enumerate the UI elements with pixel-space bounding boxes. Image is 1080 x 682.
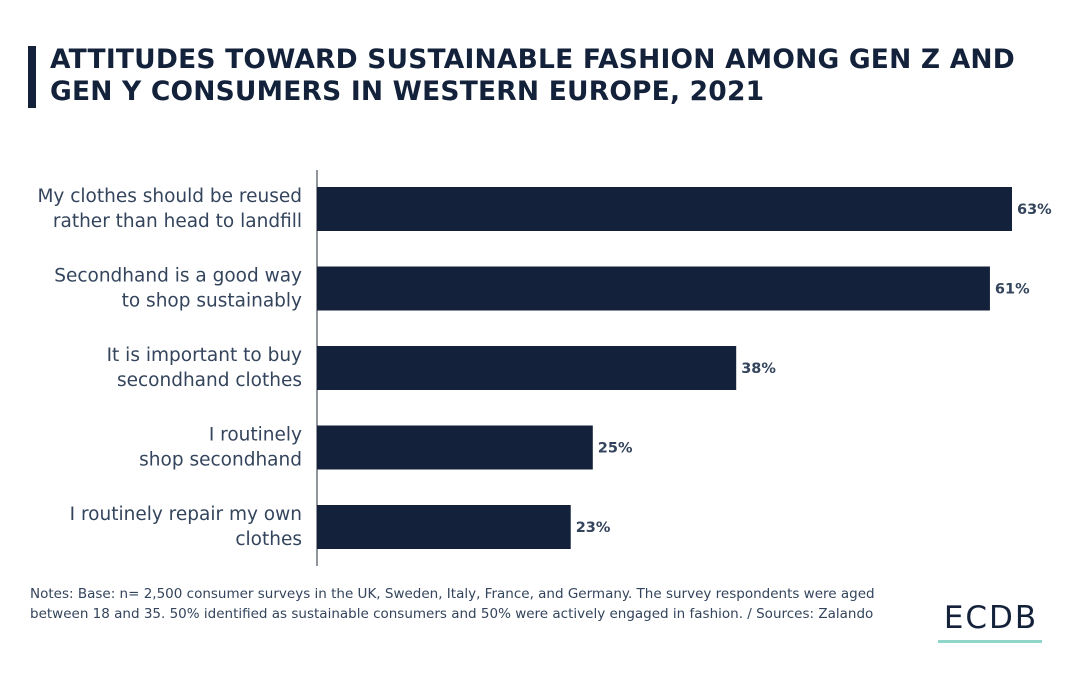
- category-label-3: It is important to buy secondhand clothes: [107, 345, 302, 391]
- category-label-2: Secondhand is a good way to shop sustaina…: [54, 266, 302, 312]
- title-accent-bar: [28, 46, 36, 108]
- bar-value-label-5: 23%: [576, 520, 611, 536]
- bar-4: [317, 425, 593, 470]
- logo-text: ECDB: [943, 600, 1039, 636]
- bar-5: [317, 505, 571, 549]
- bar-value-label-2: 61%: [995, 282, 1030, 298]
- chart-title: ATTITUDES TOWARD SUSTAINABLE FASHION AMO…: [50, 44, 1016, 107]
- category-label-4: I routinely shop secondhand: [139, 425, 302, 471]
- bar-1: [317, 187, 1012, 231]
- bar-3: [317, 346, 737, 390]
- bar-value-label-1: 63%: [1017, 202, 1052, 218]
- category-label-1: My clothes should be reused rather than h…: [37, 186, 302, 232]
- bar-chart: 63% My clothes should be reused rather tha…: [37, 170, 1052, 566]
- category-label-5: I routinely repair my own clothes: [70, 504, 302, 550]
- bar-value-label-4: 25%: [598, 441, 633, 457]
- bars-group: 63% My clothes should be reused rather tha…: [37, 186, 1052, 550]
- logo-underline: [938, 640, 1042, 643]
- bar-2: [317, 266, 990, 311]
- chart-notes: Notes: Base: n= 2,500 consumer surveys i…: [30, 586, 875, 622]
- ecdb-logo: ECDB: [936, 598, 1046, 646]
- bar-value-label-3: 38%: [741, 361, 776, 377]
